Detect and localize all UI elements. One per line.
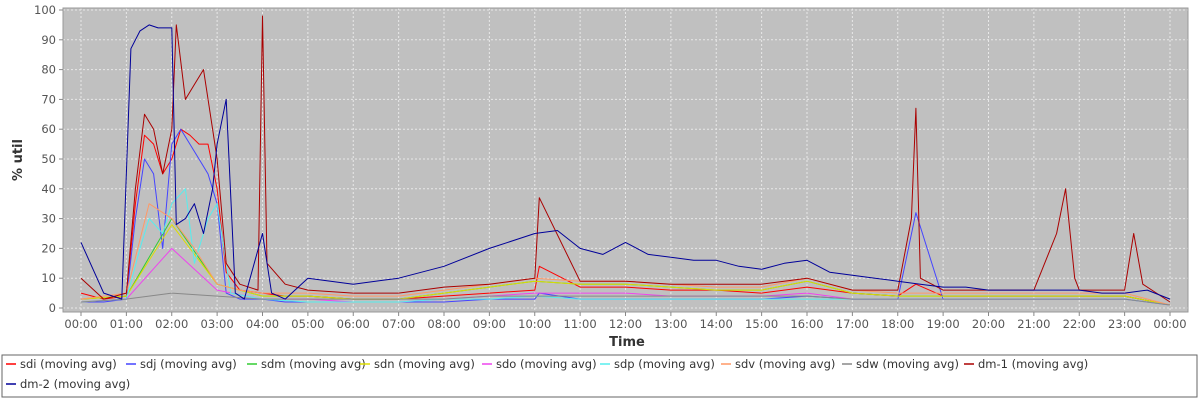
legend-label-0: sdi (moving avg) [20,357,117,371]
x-tick-label: 17:00 [836,317,869,331]
legend-label-6: sdv (moving avg) [735,357,835,371]
x-axis-title: Time [609,335,645,350]
y-tick-label: 10 [41,271,56,285]
x-tick-label: 06:00 [337,317,370,331]
x-tick-label: 20:00 [972,317,1005,331]
x-tick-label: 19:00 [927,317,960,331]
series-line-6 [80,203,1171,306]
axis-ticks: 0 10 20 30 40 50 60 70 80 90 100 00:00 01:00 02:00 03:… [34,3,1187,331]
legend-box [1,354,1198,398]
legend-label-3: sdn (moving avg) [374,357,475,371]
series-lines [80,15,1171,306]
x-tick-label: 13:00 [654,317,687,331]
y-tick-label: 60 [41,122,56,136]
y-tick-label: 40 [41,182,56,196]
legend-label-2: sdm (moving avg) [261,357,366,371]
legend-label-4: sdo (moving avg) [496,357,597,371]
legend-label-5: sdp (moving avg) [614,357,715,371]
x-tick-label: 12:00 [609,317,642,331]
legend-label-7: sdw (moving avg) [856,357,959,371]
x-tick-label: 09:00 [473,317,506,331]
x-tick-label: 21:00 [1017,317,1050,331]
series-line-9 [80,24,1171,300]
legend-label-8: dm-1 (moving avg) [978,357,1088,371]
x-tick-label: 07:00 [382,317,415,331]
x-tick-label: 22:00 [1063,317,1096,331]
x-tick-label: 14:00 [700,317,733,331]
x-tick-label: 08:00 [427,317,460,331]
x-tick-label: 10:00 [518,317,551,331]
x-tick-label: 05:00 [291,317,324,331]
x-tick-label: 02:00 [155,317,188,331]
y-tick-label: 100 [34,3,56,17]
x-tick-label: 03:00 [201,317,234,331]
x-tick-label: 04:00 [246,317,279,331]
x-tick-label: 11:00 [564,317,597,331]
x-tick-label: 00:00 [1153,317,1186,331]
x-tick-label: 16:00 [790,317,823,331]
y-axis-title: % util [11,139,26,181]
y-tick-label: 90 [41,33,56,47]
series-line-3 [80,224,1171,306]
y-tick-label: 70 [41,92,56,106]
x-tick-label: 00:00 [64,317,97,331]
legend-label-9: dm-2 (moving avg) [20,377,130,391]
y-tick-label: 80 [41,63,56,77]
y-tick-label: 20 [41,241,56,255]
x-tick-label: 15:00 [745,317,778,331]
legend-label-1: sdj (moving avg) [140,357,237,371]
y-tick-label: 0 [49,301,56,315]
series-line-7 [80,292,1171,306]
x-tick-label: 23:00 [1108,317,1141,331]
x-tick-label: 18:00 [881,317,914,331]
x-tick-label: 01:00 [110,317,143,331]
y-tick-label: 30 [41,212,56,226]
legend: sdi (moving avg) sdj (moving avg) sdm (mov… [6,357,1088,391]
y-tick-label: 50 [41,152,56,166]
